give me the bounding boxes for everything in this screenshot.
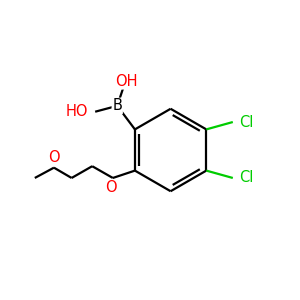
Text: HO: HO	[65, 104, 88, 119]
Text: OH: OH	[115, 74, 137, 89]
Text: Cl: Cl	[239, 170, 254, 185]
Text: B: B	[112, 98, 122, 113]
Text: O: O	[48, 150, 60, 165]
Text: Cl: Cl	[239, 115, 254, 130]
Text: O: O	[106, 180, 117, 195]
